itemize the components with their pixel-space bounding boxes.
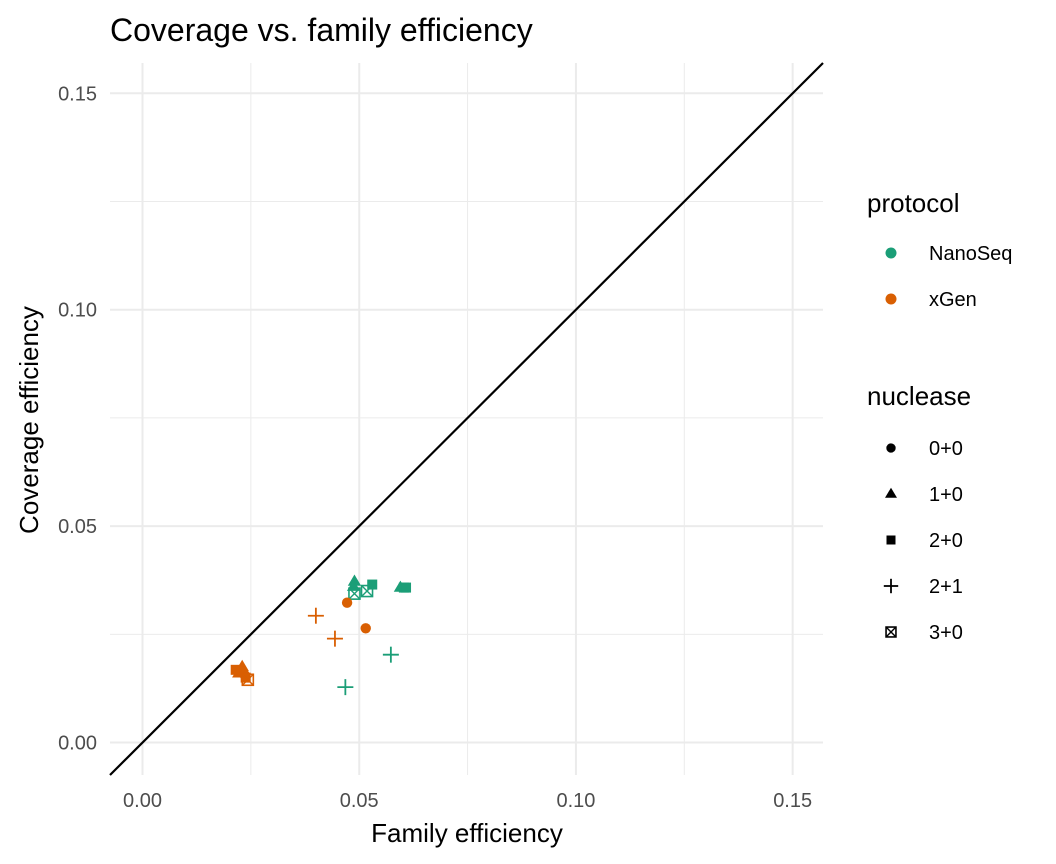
- data-point: [337, 679, 354, 696]
- x-tick-label: 0.05: [340, 790, 379, 812]
- legend-key-boxed-cross: [885, 626, 897, 638]
- data-point: [341, 597, 353, 608]
- data-point: [307, 607, 324, 624]
- data-point: [347, 574, 362, 586]
- y-axis-ticks: 0.00 0.05 0.10 0.15: [58, 83, 97, 754]
- y-tick-label: 0.00: [58, 733, 97, 755]
- grid-lines: [110, 63, 823, 775]
- legend-label: 3+0: [929, 622, 963, 644]
- legend-label: 0+0: [929, 438, 963, 460]
- y-tick-label: 0.05: [58, 516, 97, 538]
- legend-label: NanoSeq: [929, 243, 1012, 265]
- legend-label: 2+1: [929, 576, 963, 598]
- data-points: [230, 574, 412, 696]
- data-point: [360, 584, 374, 598]
- legend-protocol: protocol NanoSeq xGen: [867, 188, 1012, 311]
- data-point: [241, 673, 255, 687]
- legend-label: 1+0: [929, 484, 963, 506]
- identity-line: [109, 62, 824, 776]
- legend-label: 2+0: [929, 530, 963, 552]
- x-tick-label: 0.15: [773, 790, 812, 812]
- legend-key-xgen: [885, 293, 897, 305]
- legend-title-protocol: protocol: [867, 188, 960, 218]
- legend-title-nuclease: nuclease: [867, 381, 971, 411]
- data-point: [348, 587, 361, 600]
- legend-key-circle: [886, 443, 896, 453]
- x-axis-ticks: 0.00 0.05 0.10 0.15: [123, 790, 812, 812]
- legend-key-square: [886, 535, 896, 545]
- legend-label: xGen: [929, 289, 977, 311]
- data-point: [367, 579, 378, 590]
- data-point: [230, 664, 241, 675]
- x-tick-label: 0.10: [556, 790, 595, 812]
- legend-nuclease: nuclease 0+0 1+0 2+0 2+1 3+0: [867, 381, 971, 644]
- x-axis-title: Family efficiency: [371, 818, 563, 848]
- data-point: [360, 623, 371, 634]
- y-axis-title: Coverage efficiency: [14, 306, 44, 534]
- y-tick-label: 0.10: [58, 300, 97, 322]
- data-point: [382, 646, 399, 663]
- y-tick-label: 0.15: [58, 83, 97, 105]
- reference-line: [109, 62, 824, 776]
- x-tick-label: 0.00: [123, 790, 162, 812]
- data-point: [401, 582, 412, 593]
- data-point: [326, 630, 343, 647]
- chart-title: Coverage vs. family efficiency: [110, 12, 533, 48]
- plot-panel: [109, 62, 824, 776]
- legend-key-plus: [883, 578, 899, 594]
- legend-key-triangle: [885, 487, 897, 498]
- legend-key-nanoseq: [885, 247, 897, 259]
